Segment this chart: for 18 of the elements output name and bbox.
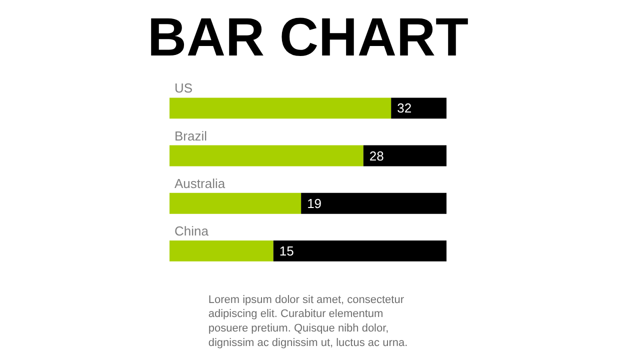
data-label: 32 [397, 100, 412, 116]
data-label: 28 [369, 148, 384, 164]
data-label: 15 [279, 243, 294, 258]
data-label: 19 [307, 196, 322, 211]
text: Lorem ipsum dolor sit amet, consectetur adipiscing elit. Curabitur elementum posuere pretium. Quisque nibh dolor, dignissim ac dignissim ut, luctus ac urna. [208, 294, 408, 349]
bar [170, 98, 392, 119]
bar [301, 192, 446, 214]
bar [363, 145, 446, 166]
y-tick-label: Australia [174, 176, 226, 191]
y-tick-label: Brazil [174, 128, 208, 144]
bar [170, 192, 302, 214]
bar [273, 240, 446, 262]
bar [391, 98, 446, 119]
bar [170, 145, 364, 166]
chart-title: BAR CHART [148, 8, 468, 68]
y-tick-label: China [174, 223, 210, 238]
bar [170, 240, 274, 262]
y-tick-label: US [174, 80, 193, 96]
